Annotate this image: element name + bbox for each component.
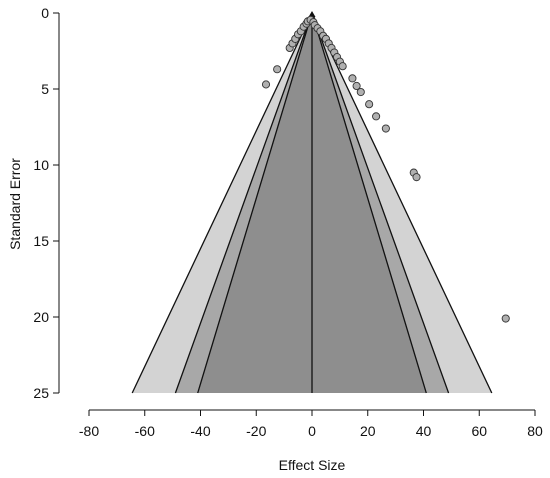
- funnel-boundary-right: [311, 12, 450, 394]
- data-point: [352, 81, 361, 91]
- y-axis-title: Standard Error: [7, 158, 23, 250]
- data-point: [261, 80, 271, 89]
- data-points: [261, 15, 510, 323]
- data-point: [412, 173, 421, 182]
- data-point: [338, 62, 347, 71]
- y-axis: 0 5 10 15 20 25: [33, 5, 60, 401]
- data-point: [381, 124, 390, 133]
- x-tick-label: -40: [190, 423, 210, 439]
- funnel-boundary-right: [311, 12, 493, 394]
- x-tick-label: 20: [360, 423, 376, 439]
- data-point: [365, 100, 374, 109]
- x-tick-label: 40: [416, 423, 432, 439]
- data-point: [372, 112, 381, 121]
- apex-marker: [308, 11, 316, 17]
- x-tick-label: -60: [135, 423, 155, 439]
- x-tick-label: 60: [471, 423, 487, 439]
- data-point: [501, 314, 510, 323]
- data-point: [348, 74, 357, 83]
- funnel-boundary-right: [311, 12, 427, 394]
- funnel-boundary-left: [197, 12, 313, 394]
- data-point: [356, 87, 365, 97]
- funnel-boundary-left: [131, 12, 313, 394]
- x-axis: -80 -60 -40 -20 0 20 40 60 80: [79, 409, 543, 439]
- x-tick-label: -80: [79, 423, 99, 439]
- y-tick-label: 10: [33, 157, 49, 173]
- y-tick-label: 20: [33, 309, 49, 325]
- x-axis-title: Effect Size: [279, 457, 346, 473]
- y-tick-label: 15: [33, 233, 49, 249]
- x-tick-label: -20: [246, 423, 266, 439]
- y-tick-label: 25: [33, 385, 49, 401]
- x-tick-label: 0: [308, 423, 316, 439]
- y-tick-label: 5: [41, 81, 49, 97]
- x-tick-label: 80: [527, 423, 543, 439]
- data-point: [273, 65, 282, 74]
- y-tick-label: 0: [41, 5, 49, 21]
- funnel-boundary-lines: [131, 11, 493, 394]
- funnel-boundary-left: [174, 12, 313, 394]
